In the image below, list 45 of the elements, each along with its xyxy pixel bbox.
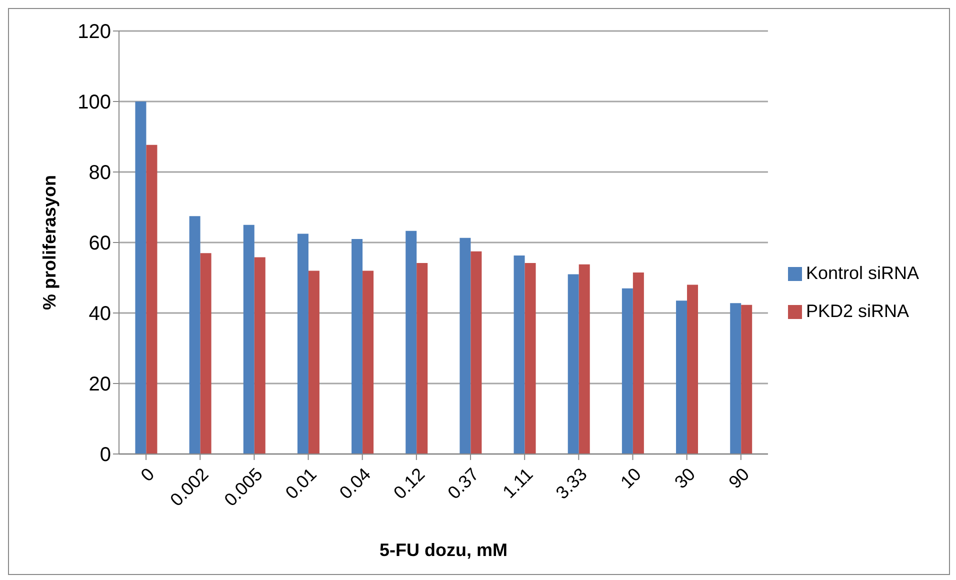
x-tick-label: 0.04 <box>336 464 375 503</box>
x-tick-label: 0.37 <box>444 464 483 503</box>
bar <box>687 284 698 454</box>
legend-label: Kontrol siRNA <box>806 262 919 282</box>
y-tick-label: 40 <box>88 303 111 326</box>
bar <box>578 264 590 454</box>
y-tick-label: 120 <box>78 21 111 44</box>
bar <box>189 216 200 454</box>
legend-label: PKD2 siRNA <box>806 300 909 320</box>
bar <box>741 304 752 454</box>
bar <box>622 288 633 454</box>
bar <box>460 238 471 454</box>
bar <box>470 251 482 454</box>
x-tick-label: 3.33 <box>552 464 591 503</box>
x-tick-label: 0 <box>137 464 158 486</box>
y-tick-label: 0 <box>100 444 111 466</box>
bar <box>297 234 308 454</box>
y-axis-title: % proliferasyon <box>39 174 60 310</box>
bar <box>416 262 428 454</box>
bar <box>676 300 688 454</box>
bar <box>514 256 525 454</box>
bar <box>406 230 417 454</box>
bar <box>254 257 266 454</box>
bar <box>243 224 254 454</box>
y-tick-label: 60 <box>88 232 111 255</box>
x-tick-label: 30 <box>670 464 700 492</box>
bar <box>135 102 146 454</box>
x-tick-label: 90 <box>724 464 754 492</box>
x-axis-title: 5-FU dozu, mM <box>379 540 508 560</box>
y-tick-label: 80 <box>88 162 111 184</box>
y-tick-label: 20 <box>88 374 111 396</box>
bar <box>568 274 579 454</box>
bar <box>308 270 320 454</box>
x-tick-label: 0.12 <box>390 464 429 503</box>
bar <box>730 303 742 454</box>
bar <box>632 272 644 454</box>
y-tick-label: 100 <box>78 92 111 114</box>
bar <box>200 253 212 454</box>
bar <box>352 238 363 454</box>
x-tick-label: 10 <box>616 464 645 492</box>
x-tick-label: 0.01 <box>282 464 320 503</box>
bar <box>362 270 374 454</box>
bar <box>524 262 536 454</box>
bar <box>146 144 158 454</box>
x-tick-label: 1.11 <box>498 464 537 502</box>
